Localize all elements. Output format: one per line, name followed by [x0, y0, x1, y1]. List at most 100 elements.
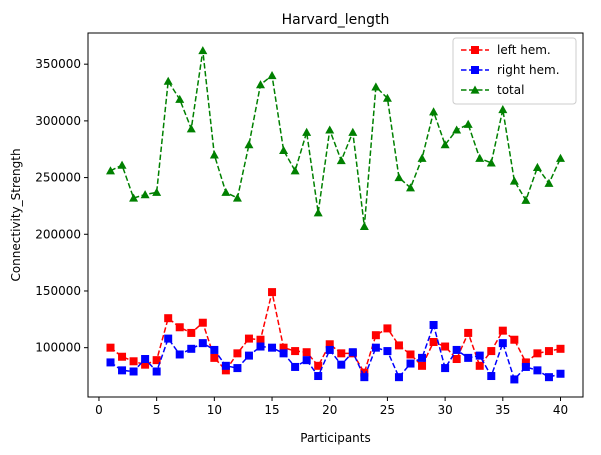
legend-box	[452, 37, 577, 105]
legend-marker	[471, 66, 479, 74]
data-point-right-hem	[233, 364, 242, 373]
data-point-total	[117, 160, 127, 169]
data-point-left-hem	[533, 349, 542, 358]
data-point-right-hem	[418, 353, 427, 362]
data-point-left-hem	[233, 349, 242, 358]
data-point-total	[279, 145, 289, 154]
x-tick-label: 35	[495, 403, 510, 417]
data-point-left-hem	[544, 347, 553, 356]
data-point-total	[475, 153, 485, 162]
data-point-right-hem	[129, 367, 138, 376]
data-point-total	[336, 156, 346, 165]
data-point-left-hem	[475, 361, 484, 370]
data-point-left-hem	[302, 348, 311, 357]
data-point-total	[198, 46, 208, 55]
data-point-left-hem	[129, 357, 138, 366]
series-line-total	[110, 50, 562, 227]
data-point-right-hem	[498, 339, 507, 348]
data-point-total	[359, 221, 369, 230]
data-point-right-hem	[521, 362, 530, 371]
data-point-left-hem	[164, 314, 173, 323]
data-point-total	[302, 127, 312, 136]
plot-frame	[87, 32, 584, 398]
series-total	[106, 46, 565, 230]
x-tick-label: 0	[95, 403, 103, 417]
plot-area	[106, 46, 565, 384]
data-point-left-hem	[291, 347, 300, 356]
data-point-total	[221, 187, 231, 196]
data-point-right-hem	[487, 372, 496, 381]
data-point-right-hem	[510, 375, 519, 384]
data-point-total	[521, 195, 531, 204]
data-point-right-hem	[452, 345, 461, 354]
data-point-right-hem	[348, 348, 357, 357]
data-point-total	[152, 187, 162, 196]
y-tick-label: 250000	[35, 171, 81, 185]
data-point-total	[452, 125, 462, 134]
data-point-right-hem	[325, 345, 334, 354]
legend-label: total	[497, 83, 524, 97]
data-point-left-hem	[360, 368, 369, 377]
x-tick-label: 30	[437, 403, 452, 417]
x-tick-label: 15	[264, 403, 279, 417]
data-point-right-hem	[279, 349, 288, 358]
data-point-left-hem	[406, 350, 415, 359]
legend-label: right hem.	[497, 63, 560, 77]
data-point-left-hem	[279, 343, 288, 352]
chart-title: Harvard_length	[282, 12, 390, 28]
data-point-right-hem	[118, 366, 127, 375]
data-point-total	[394, 173, 404, 182]
data-point-total	[140, 190, 150, 199]
y-tick-label: 200000	[35, 227, 81, 241]
data-point-left-hem	[106, 343, 115, 352]
data-point-right-hem	[268, 343, 277, 352]
series-line-left-hem	[110, 291, 561, 375]
data-point-total	[498, 105, 508, 114]
data-point-left-hem	[141, 360, 150, 369]
data-point-left-hem	[371, 331, 380, 340]
data-point-left-hem	[510, 335, 519, 344]
data-point-right-hem	[210, 345, 219, 354]
data-point-total	[509, 176, 519, 185]
legend-item-total: total	[461, 83, 524, 97]
data-point-left-hem	[521, 358, 530, 367]
data-point-total	[532, 162, 542, 171]
y-tick-label: 300000	[35, 114, 81, 128]
data-point-total	[313, 208, 323, 217]
data-point-total	[406, 183, 415, 192]
data-point-total	[348, 127, 358, 136]
data-point-total	[129, 193, 139, 202]
data-point-left-hem	[221, 366, 230, 375]
data-point-right-hem	[441, 364, 450, 373]
x-tick-label: 20	[322, 403, 337, 417]
data-point-total	[232, 193, 242, 202]
data-point-left-hem	[314, 361, 323, 370]
data-point-right-hem	[314, 372, 323, 381]
data-point-left-hem	[210, 353, 219, 362]
data-point-total	[440, 140, 450, 149]
data-point-left-hem	[464, 328, 473, 337]
legend-item-right-hem: right hem.	[461, 63, 560, 77]
legend-marker	[471, 46, 479, 54]
data-point-right-hem	[337, 360, 346, 369]
data-point-right-hem	[221, 361, 230, 370]
series-line-right-hem	[110, 322, 561, 381]
legend-marker	[470, 85, 480, 94]
y-tick-label: 350000	[35, 57, 81, 71]
data-point-total	[429, 107, 439, 116]
data-point-total	[290, 166, 300, 175]
data-point-right-hem	[175, 350, 184, 359]
legend: left hem. right hem. total	[452, 37, 577, 105]
data-point-left-hem	[152, 356, 161, 365]
data-point-left-hem	[325, 340, 334, 349]
y-tick-label: 150000	[35, 284, 81, 298]
x-tick-label: 5	[153, 403, 161, 417]
data-point-right-hem	[394, 373, 403, 382]
axis-ticks: 0 5 10 15 20 25 30 35 40 100000 150000 200000 250000…	[35, 57, 568, 417]
data-point-right-hem	[291, 362, 300, 371]
data-point-left-hem	[556, 344, 565, 353]
series-left-hem	[106, 288, 565, 377]
x-tick-label: 10	[207, 403, 222, 417]
data-point-total	[463, 119, 473, 128]
